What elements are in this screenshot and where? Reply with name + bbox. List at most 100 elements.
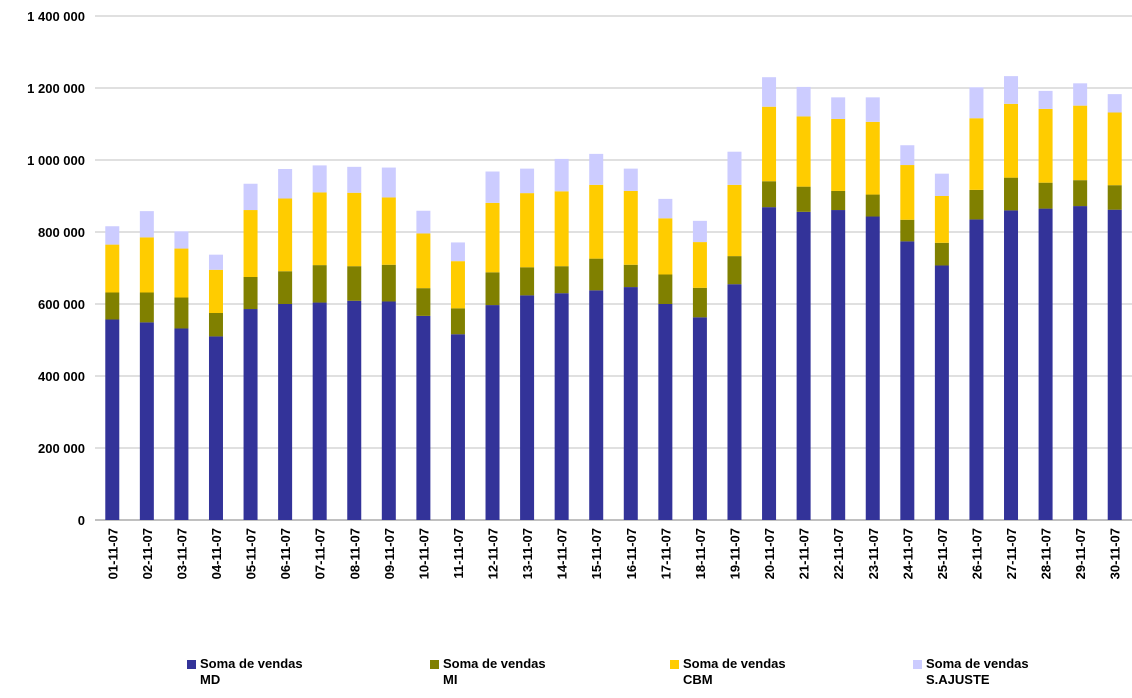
bar-segment-series-1	[139, 322, 154, 520]
bar-segment-series-4	[312, 165, 327, 193]
bar-segment-series-2	[485, 272, 500, 306]
bar-segment-series-1	[969, 219, 984, 520]
bar-segment-series-4	[554, 158, 569, 192]
bar-segment-series-3	[1107, 112, 1122, 186]
x-tick-label: 28-11-07	[1039, 528, 1054, 579]
bar-segment-series-1	[658, 304, 673, 520]
chart-legend: Soma de vendas MD Soma de vendas MI Soma d…	[0, 656, 1132, 698]
x-tick-label: 13-11-07	[520, 528, 535, 579]
x-tick-label: 08-11-07	[347, 528, 362, 579]
legend-label: Soma de vendas MD	[200, 656, 303, 687]
bar-segment-series-4	[450, 242, 465, 262]
bar-segment-series-4	[900, 145, 915, 166]
bar-segment-series-4	[589, 153, 604, 185]
bar-segment-series-3	[589, 184, 604, 259]
bar-segment-series-4	[692, 220, 707, 243]
bar-segment-series-2	[831, 190, 846, 211]
bar-segment-series-2	[796, 186, 811, 212]
x-tick-label: 24-11-07	[900, 528, 915, 579]
legend-label: Soma de vendas S.AJUSTE	[926, 656, 1029, 687]
legend-swatch	[430, 660, 439, 669]
bar-segment-series-4	[416, 210, 431, 234]
y-tick-label: 1 200 000	[27, 81, 85, 96]
bar-segment-series-1	[934, 265, 949, 520]
x-tick-label: 23-11-07	[866, 528, 881, 579]
x-tick-label: 02-11-07	[140, 528, 155, 579]
bar-segment-series-3	[243, 210, 258, 277]
bar-segment-series-4	[796, 86, 811, 117]
bar-segment-series-4	[1107, 94, 1122, 113]
bar-segment-series-2	[623, 264, 638, 288]
bar-segment-series-2	[589, 258, 604, 291]
bar-segment-series-3	[831, 118, 846, 191]
bar-segment-series-2	[347, 266, 362, 301]
bar-segment-series-4	[105, 226, 120, 245]
legend-item: Soma de vendas S.AJUSTE	[913, 656, 1066, 688]
bar-segment-series-4	[139, 211, 154, 238]
bar-segment-series-3	[520, 193, 535, 268]
bar-segment-series-1	[900, 241, 915, 521]
bar-segment-series-3	[312, 192, 327, 266]
bar-segment-series-1	[381, 301, 396, 520]
bar-segment-series-4	[381, 167, 396, 198]
bar-segment-series-4	[831, 97, 846, 119]
bar-segment-series-3	[762, 106, 777, 182]
bar-segment-series-1	[278, 304, 293, 520]
bar-segment-series-4	[934, 173, 949, 196]
bar-segment-series-1	[450, 334, 465, 520]
x-tick-label: 22-11-07	[831, 528, 846, 579]
bar-segment-series-1	[554, 293, 569, 520]
bar-segment-series-1	[1073, 206, 1088, 520]
bar-segment-series-3	[208, 269, 223, 313]
x-tick-label: 30-11-07	[1108, 528, 1123, 579]
x-tick-label: 19-11-07	[727, 528, 742, 579]
bar-segment-series-4	[658, 198, 673, 219]
bar-segment-series-1	[692, 317, 707, 520]
x-tick-label: 27-11-07	[1004, 528, 1019, 579]
bar-segment-series-2	[278, 271, 293, 304]
bar-segment-series-1	[174, 328, 189, 520]
bar-segment-series-2	[312, 265, 327, 303]
bar-segment-series-1	[105, 319, 120, 520]
x-tick-label: 14-11-07	[555, 528, 570, 579]
bar-segment-series-4	[174, 231, 189, 249]
bar-segment-series-4	[1038, 90, 1053, 109]
bar-segment-series-3	[450, 261, 465, 309]
x-tick-label: 03-11-07	[174, 528, 189, 579]
bar-segment-series-4	[208, 254, 223, 270]
bar-segment-series-2	[762, 181, 777, 208]
bar-segment-series-1	[485, 305, 500, 520]
x-tick-label: 04-11-07	[209, 528, 224, 579]
bar-segment-series-4	[347, 166, 362, 193]
bar-segment-series-3	[381, 197, 396, 265]
y-tick-label: 1 000 000	[27, 153, 85, 168]
bar-segment-series-4	[865, 97, 880, 122]
legend-item: Soma de vendas MI	[430, 656, 583, 688]
bar-segment-series-3	[416, 233, 431, 289]
legend-item: Soma de vendas MD	[187, 656, 340, 688]
bar-segment-series-3	[623, 190, 638, 265]
bar-segment-series-2	[969, 189, 984, 220]
x-tick-label: 15-11-07	[589, 528, 604, 579]
x-tick-label: 21-11-07	[797, 528, 812, 579]
bar-segment-series-1	[727, 284, 742, 520]
x-tick-label: 11-11-07	[451, 528, 466, 579]
y-tick-label: 0	[78, 513, 85, 528]
bar-segment-series-3	[865, 121, 880, 195]
bar-segment-series-2	[727, 256, 742, 285]
legend-swatch	[187, 660, 196, 669]
bar-segment-series-1	[796, 211, 811, 520]
bar-segment-series-4	[727, 151, 742, 185]
bar-segment-series-2	[1004, 177, 1019, 211]
bar-segment-series-2	[139, 292, 154, 323]
bar-segment-series-1	[312, 302, 327, 520]
bar-segment-series-1	[1107, 209, 1122, 520]
bar-segment-series-4	[969, 87, 984, 119]
x-tick-label: 12-11-07	[486, 528, 501, 579]
bar-segment-series-2	[105, 292, 120, 320]
x-tick-label: 06-11-07	[278, 528, 293, 579]
x-tick-label: 07-11-07	[313, 528, 328, 579]
bar-segment-series-3	[139, 237, 154, 293]
x-tick-label: 25-11-07	[935, 528, 950, 579]
